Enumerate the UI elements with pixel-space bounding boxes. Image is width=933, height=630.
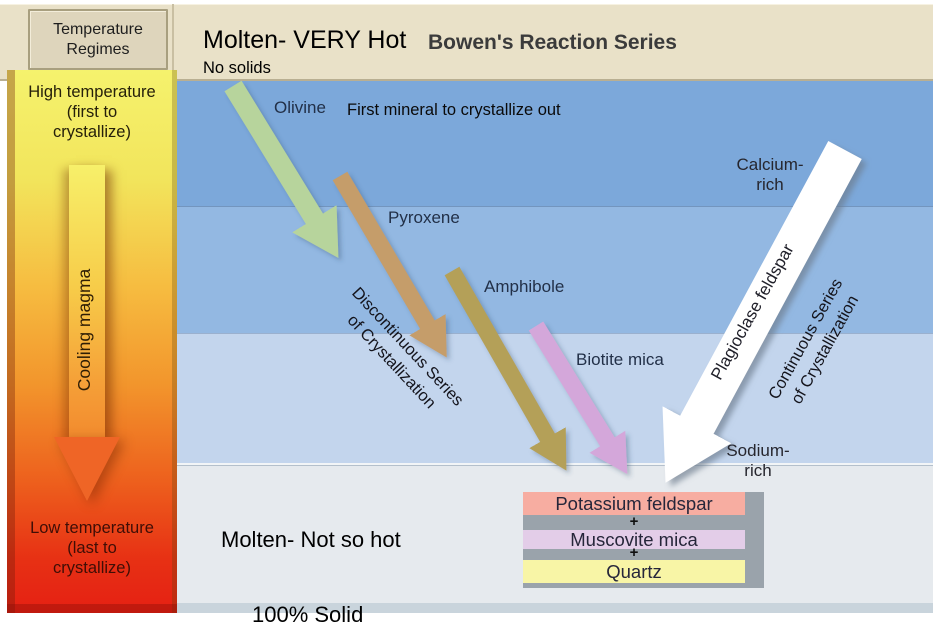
amphibole-label: Amphibole xyxy=(484,277,565,296)
sodium-rich-label: Sodium- rich xyxy=(726,441,790,480)
plus-sign: + xyxy=(629,513,639,530)
potassium-feldspar-box: Potassium feldspar xyxy=(523,492,745,515)
header-divider xyxy=(172,4,174,78)
molten-not-so-hot-label: Molten- Not so hot xyxy=(221,527,401,552)
page-title: Bowen's Reaction Series xyxy=(428,31,677,54)
molten-very-hot-label: Molten- VERY Hot xyxy=(203,26,407,54)
pyroxene-label: Pyroxene xyxy=(388,208,460,227)
column-bevel-right xyxy=(172,70,177,613)
cooling-magma-arrow-shaft xyxy=(69,165,105,437)
olivine-label: Olivine xyxy=(274,98,326,117)
solid-label: 100% Solid xyxy=(252,602,364,627)
cooling-magma-arrow-head xyxy=(54,437,120,501)
temperature-regimes-header: Temperature Regimes xyxy=(28,9,168,70)
temperature-column: High temperature (first to crystallize) … xyxy=(7,70,177,613)
first-mineral-note: First mineral to crystallize out xyxy=(347,101,561,119)
no-solids-label: No solids xyxy=(203,59,271,77)
column-bevel-left xyxy=(7,70,15,613)
cooling-magma-label: Cooling magma xyxy=(74,268,94,392)
calcium-rich-label: Calcium- rich xyxy=(736,155,804,194)
muscovite-mica-box: Muscovite mica xyxy=(523,530,745,549)
quartz-box: Quartz xyxy=(523,560,745,583)
biotite-mica-label: Biotite mica xyxy=(576,350,664,369)
temperature-regimes-line2: Regimes xyxy=(66,40,130,58)
temperature-regimes-line1: Temperature xyxy=(53,20,143,38)
bottom-edge-strip xyxy=(177,603,933,613)
plus-sign: + xyxy=(629,544,639,561)
high-temperature-label: High temperature (first to crystallize) xyxy=(28,83,156,142)
column-bevel-bottom xyxy=(7,604,177,613)
low-temperature-label: Low temperature (last to crystallize) xyxy=(30,519,154,578)
